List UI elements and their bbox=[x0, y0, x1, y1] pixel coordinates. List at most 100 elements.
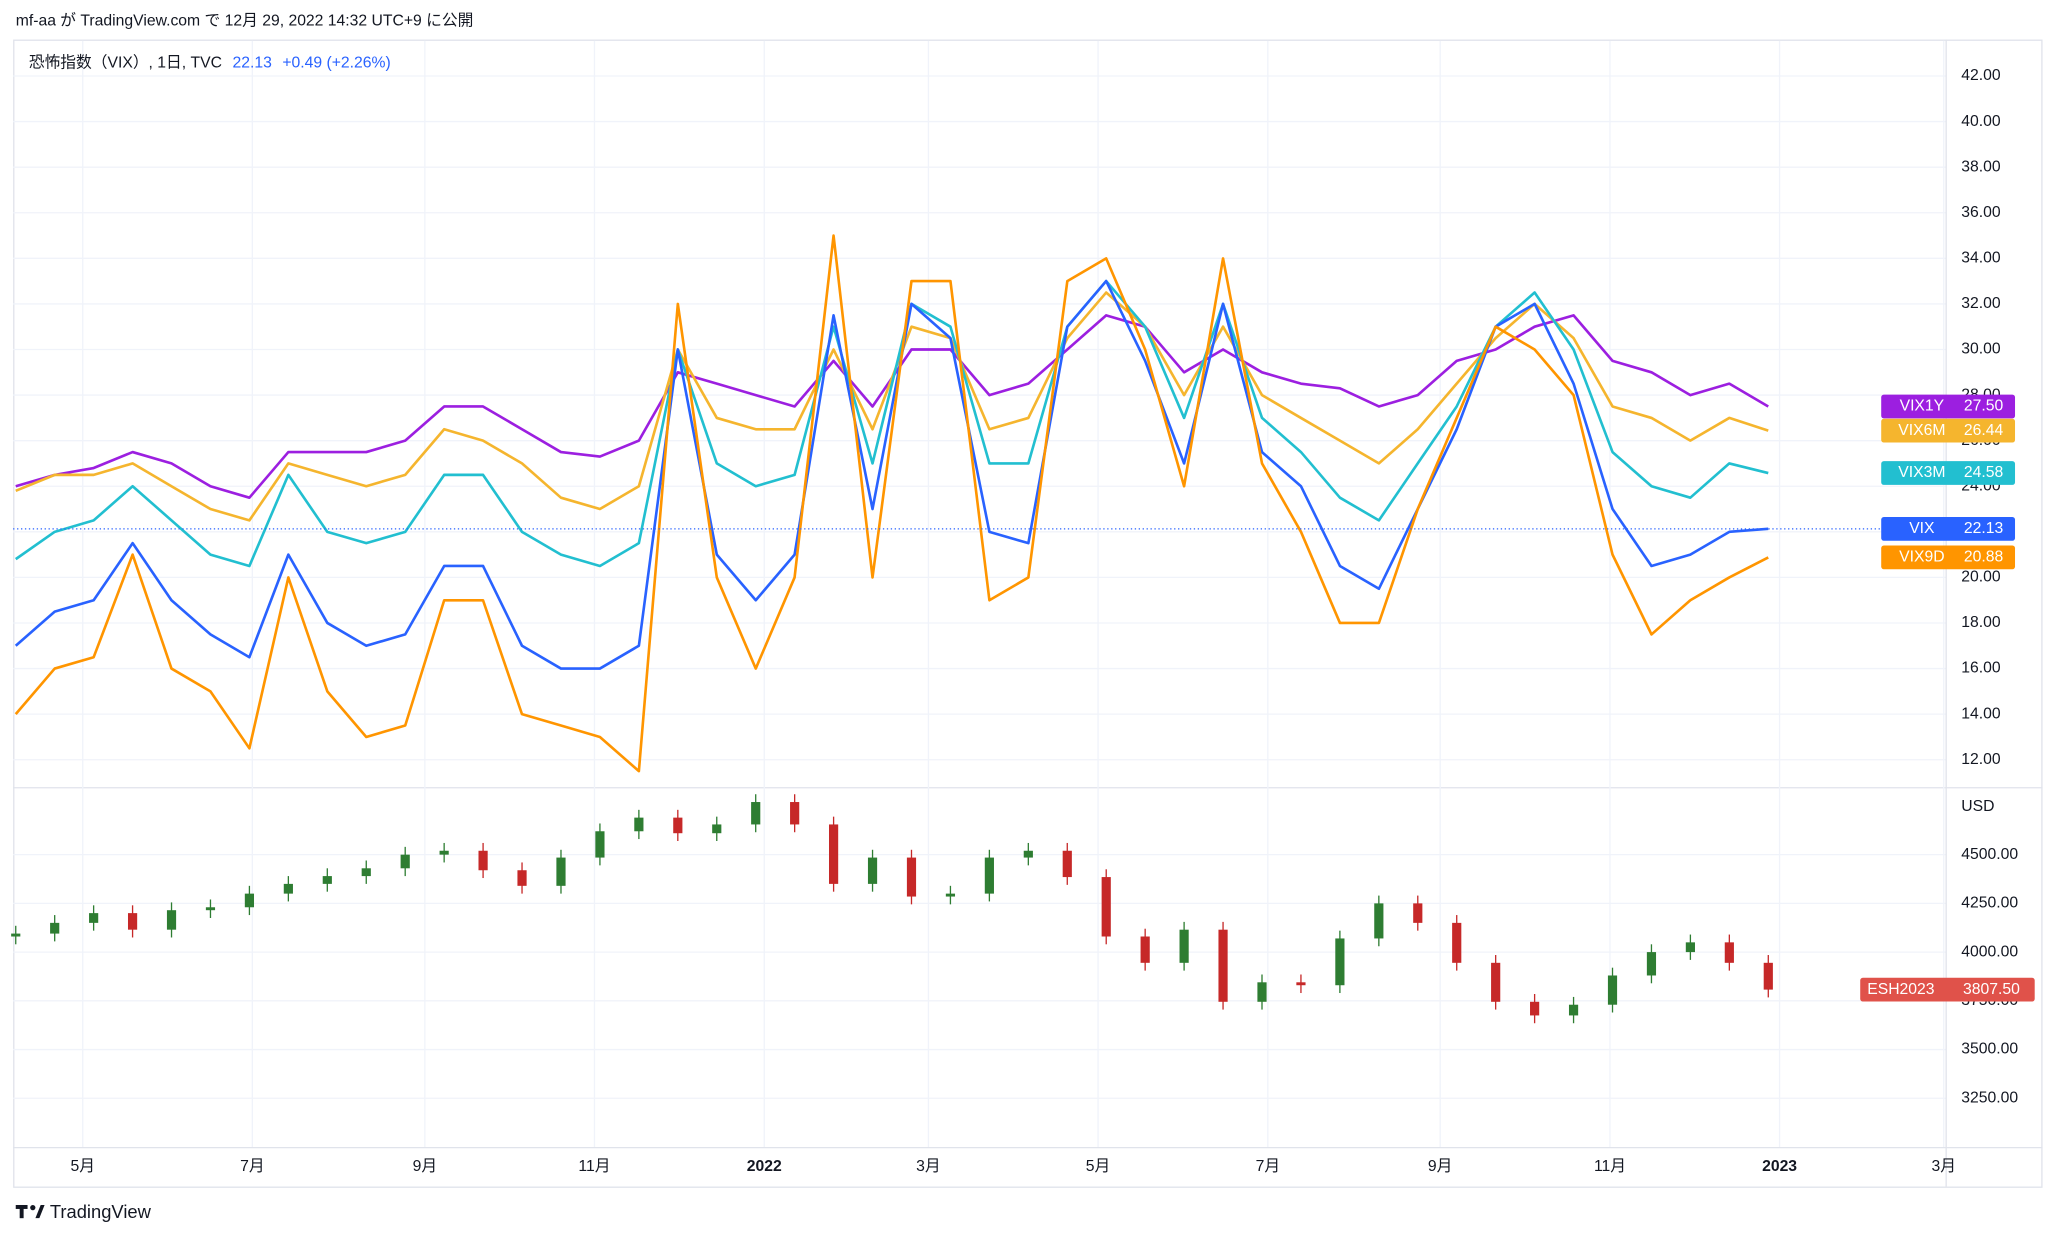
x-tick-label: 2022 bbox=[747, 1158, 782, 1175]
y-tick-label: 4000.00 bbox=[1961, 943, 2018, 960]
candle-body bbox=[1607, 975, 1618, 1005]
series-tag-name: VIX bbox=[1909, 520, 1935, 537]
candle-body bbox=[945, 893, 956, 897]
candle-body bbox=[751, 802, 761, 825]
x-tick-label: 2023 bbox=[1762, 1158, 1797, 1175]
candle-body bbox=[1218, 929, 1228, 1002]
x-tick-label: 9月 bbox=[1428, 1158, 1452, 1175]
y-tick-label: 3250.00 bbox=[1961, 1089, 2018, 1106]
candle-body bbox=[867, 857, 878, 884]
x-tick-label: 5月 bbox=[70, 1158, 94, 1175]
candle-body bbox=[50, 922, 60, 934]
legend-value: 22.13 bbox=[232, 54, 272, 71]
series-tag-value: 26.44 bbox=[1964, 422, 2004, 439]
series-tag bbox=[1881, 394, 2016, 419]
marks bbox=[11, 234, 1946, 1024]
grid bbox=[13, 40, 1946, 1147]
brand-name: TradingView bbox=[50, 1201, 152, 1222]
candle-body bbox=[790, 802, 800, 825]
y-tick-label: 4500.00 bbox=[1961, 846, 2018, 863]
series-tag-name: VIX3M bbox=[1898, 464, 1945, 481]
candle-body bbox=[1023, 850, 1033, 858]
price-unit: USD bbox=[1961, 798, 1994, 815]
candle-body bbox=[1763, 962, 1773, 990]
chart-frame bbox=[13, 39, 2043, 1188]
y-tick-label: 16.00 bbox=[1961, 660, 2001, 677]
y-tick-label: 18.00 bbox=[1961, 614, 2001, 631]
candle-body bbox=[1685, 942, 1695, 953]
candle-body bbox=[89, 913, 99, 923]
candle-body bbox=[166, 910, 177, 930]
x-tick-label: 3月 bbox=[1931, 1158, 1955, 1175]
price-tag-name: ESH2023 bbox=[1867, 981, 1935, 998]
series-tag bbox=[1881, 516, 2016, 541]
candle-body bbox=[984, 857, 994, 894]
y-tick-label: 12.00 bbox=[1961, 751, 2001, 768]
candle-body bbox=[829, 824, 839, 884]
y-tick-label: 14.00 bbox=[1961, 705, 2001, 722]
series-line bbox=[14, 234, 1769, 773]
header-title: mf-aa が TradingView.com で 12月 29, 2022 1… bbox=[16, 11, 474, 29]
candle-body bbox=[1296, 982, 1306, 986]
candle-body bbox=[1568, 1004, 1579, 1016]
candle-body bbox=[556, 857, 566, 886]
series-line bbox=[14, 279, 1769, 670]
series-tag-value: 20.88 bbox=[1964, 548, 2004, 565]
series-line bbox=[15, 291, 1769, 522]
candle-body bbox=[1062, 850, 1072, 878]
candle-body bbox=[595, 831, 605, 858]
x-tick-label: 7月 bbox=[1256, 1158, 1280, 1175]
x-tick-label: 3月 bbox=[916, 1158, 940, 1175]
y-tick-label: 36.00 bbox=[1961, 204, 2001, 221]
x-tick-label: 11月 bbox=[578, 1158, 610, 1175]
series-tag-name: VIX1Y bbox=[1900, 398, 1945, 415]
candle-body bbox=[1101, 877, 1111, 937]
y-tick-label: 40.00 bbox=[1961, 113, 2001, 130]
candle-body bbox=[361, 868, 371, 877]
x-tick-label: 9月 bbox=[413, 1158, 437, 1175]
candle-body bbox=[1724, 942, 1734, 963]
candle-body bbox=[1413, 903, 1423, 923]
y-tick-label: 38.00 bbox=[1961, 158, 2001, 175]
x-tick-label: 5月 bbox=[1086, 1158, 1110, 1175]
series-tag bbox=[1881, 461, 2016, 485]
candle-body bbox=[1179, 929, 1189, 963]
y-tick-label: 32.00 bbox=[1961, 295, 2001, 312]
candle-body bbox=[205, 907, 216, 911]
candle-body bbox=[1374, 903, 1384, 939]
series-line bbox=[14, 279, 1769, 568]
brand-logo bbox=[15, 1204, 45, 1219]
price-tag bbox=[1860, 977, 2035, 1002]
candle-body bbox=[322, 876, 332, 884]
y-tick-label: 4250.00 bbox=[1961, 895, 2018, 912]
y-tick-label: 30.00 bbox=[1961, 341, 2001, 358]
candle-body bbox=[634, 817, 644, 832]
price-tag-value: 3807.50 bbox=[1963, 981, 2020, 998]
candle-body bbox=[1335, 938, 1345, 986]
candle-body bbox=[906, 857, 917, 897]
candle-body bbox=[244, 893, 255, 908]
candle-body bbox=[127, 913, 138, 930]
series-tag-value: 27.50 bbox=[1964, 398, 2004, 415]
candle-body bbox=[1140, 936, 1150, 963]
candle-body bbox=[439, 850, 449, 855]
series-tag-name: VIX9D bbox=[1899, 548, 1944, 565]
y-tick-label: 34.00 bbox=[1961, 249, 2001, 266]
legend-title: 恐怖指数（VIX）, 1日, TVC bbox=[29, 53, 222, 71]
candle-body bbox=[1491, 962, 1501, 1002]
candle-body bbox=[283, 883, 293, 894]
series-tag bbox=[1881, 418, 2016, 443]
series-tag-value: 24.58 bbox=[1964, 464, 2004, 481]
series-tag-value: 22.13 bbox=[1964, 520, 2004, 537]
x-tick-label: 11月 bbox=[1594, 1158, 1626, 1175]
candle-body bbox=[1257, 982, 1267, 1002]
y-tick-label: 3500.00 bbox=[1961, 1041, 2018, 1058]
y-tick-label: 20.00 bbox=[1961, 569, 2001, 586]
labels: 5月 7月 9月 11月 2022 3月 5月 7月 9月 11月 2023 3月 12.00 14.00… bbox=[70, 67, 2035, 1175]
series-tag bbox=[1881, 545, 2016, 570]
candle-body bbox=[1530, 1001, 1540, 1016]
candle-body bbox=[400, 854, 410, 869]
candle-body bbox=[11, 933, 21, 937]
